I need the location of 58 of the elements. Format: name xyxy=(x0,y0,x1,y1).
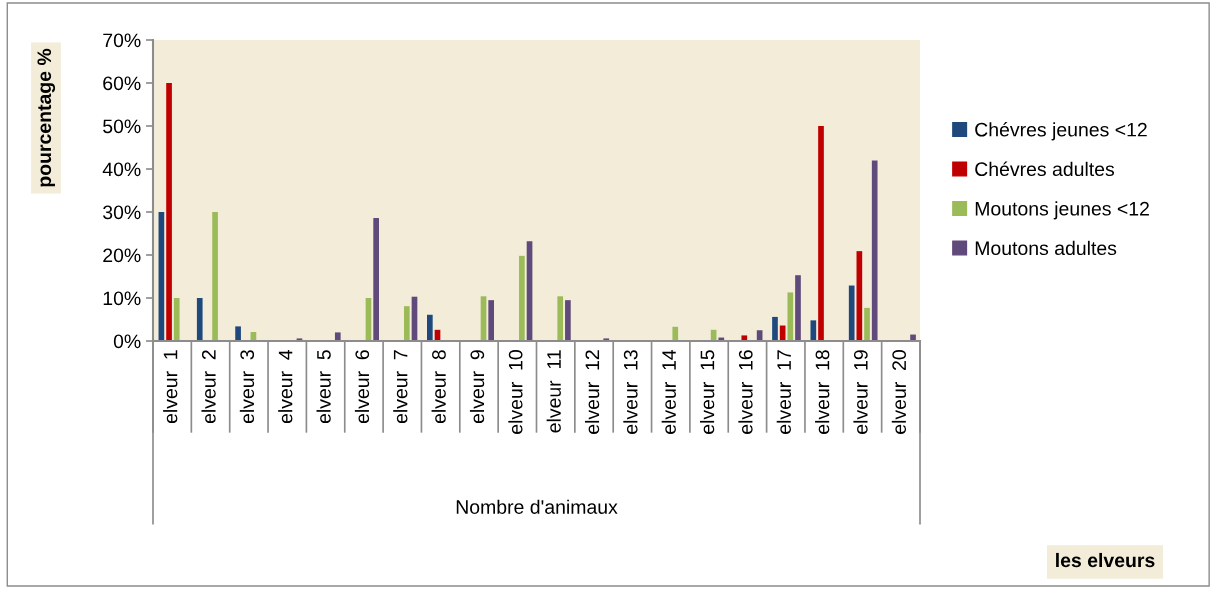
y-tick-label: 70% xyxy=(103,33,141,48)
bar xyxy=(795,275,801,341)
bar xyxy=(212,212,218,341)
legend-label: Moutons jeunes <12 xyxy=(975,201,1149,220)
bar xyxy=(235,326,241,341)
x-tick-label: elveur 17 xyxy=(776,350,791,434)
x-tick-label: elveur 6 xyxy=(354,350,370,424)
bar xyxy=(488,300,495,341)
x-tick-label: elveur 19 xyxy=(853,350,868,434)
legend-label: Moutons adultes xyxy=(975,240,1117,256)
bar xyxy=(166,83,172,341)
x-tick-label: elveur 20 xyxy=(891,350,907,434)
x-tick-label: elveur 10 xyxy=(508,350,523,434)
bar xyxy=(196,298,203,341)
y-tick-label: 20% xyxy=(103,248,141,263)
bar xyxy=(557,296,564,341)
x-tick-label: elveur 5 xyxy=(316,350,331,424)
bar xyxy=(772,316,778,341)
x-tick-label: elveur 1 xyxy=(163,350,178,424)
y-tick-label: 60% xyxy=(103,76,141,91)
bar xyxy=(565,300,571,341)
legend-label: Chévres jeunes <12 xyxy=(975,122,1147,141)
x-tick-label: elveur 15 xyxy=(700,350,715,434)
y-tick-label: 40% xyxy=(102,162,141,177)
x-tick-label: elveur 13 xyxy=(623,350,638,434)
bar xyxy=(787,292,794,341)
bar xyxy=(818,126,824,341)
legend-label: Chévres adultes xyxy=(975,161,1115,177)
x-tick-label: elveur 16 xyxy=(738,350,753,434)
x-tick-label: elveur 11 xyxy=(546,350,561,433)
x-tick-label: elveur 7 xyxy=(393,350,408,424)
y-tick-label: 0% xyxy=(113,334,141,349)
y-tick-label: 30% xyxy=(103,205,141,220)
y-tick-label: 50% xyxy=(103,119,141,134)
bar xyxy=(519,255,525,341)
text: les elveurs xyxy=(1056,552,1155,568)
x-tick-label: elveur 12 xyxy=(584,350,600,434)
x-tick-label: elveur 9 xyxy=(469,350,485,424)
bar xyxy=(334,332,341,341)
x-tick-label: elveur 18 xyxy=(815,350,830,434)
bar xyxy=(810,320,817,341)
y-axis-title: pourcentage % xyxy=(37,48,56,187)
bar xyxy=(741,335,748,341)
x-tick-label: elveur 14 xyxy=(661,349,676,434)
x-axis-title: Nombre d'animaux xyxy=(456,499,618,514)
x-tick-label: elveur 2 xyxy=(201,350,216,424)
bar xyxy=(864,307,870,341)
bar xyxy=(871,160,878,341)
x-tick-label: elveur 4 xyxy=(278,349,293,424)
y-tick-label: 10% xyxy=(103,291,141,306)
x-tick-label: elveur 8 xyxy=(431,350,446,424)
bar xyxy=(672,326,679,341)
bar xyxy=(373,218,379,341)
bar xyxy=(426,314,433,341)
bar xyxy=(848,285,855,341)
x-tick-label: elveur 3 xyxy=(239,350,255,424)
bar xyxy=(403,306,410,341)
bar xyxy=(173,298,180,341)
